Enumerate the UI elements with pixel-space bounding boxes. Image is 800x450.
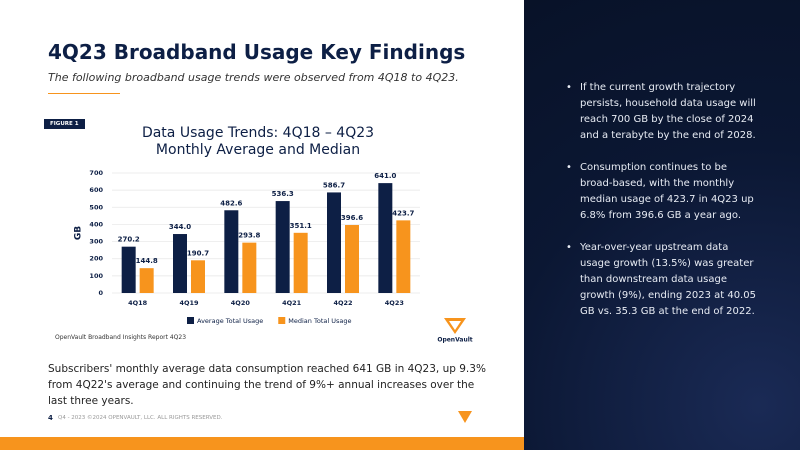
x-tick-label: 4Q22 xyxy=(333,299,352,307)
value-label: 482.6 xyxy=(220,199,242,207)
x-tick-label: 4Q21 xyxy=(282,299,302,307)
y-tick-label: 300 xyxy=(89,238,103,246)
bullet-dot: • xyxy=(566,242,572,253)
bullet-text: Consumption continues to be broad-based,… xyxy=(580,162,754,221)
right-panel xyxy=(524,0,800,450)
bar xyxy=(378,183,393,293)
y-tick-label: 500 xyxy=(89,203,103,211)
legend-swatch xyxy=(278,317,286,324)
bar xyxy=(224,210,239,293)
x-tick-label: 4Q23 xyxy=(385,299,404,307)
page-number: 4 xyxy=(48,414,53,422)
bar xyxy=(121,246,136,293)
bar xyxy=(396,220,411,293)
x-tick-label: 4Q19 xyxy=(179,299,199,307)
y-tick-label: 600 xyxy=(89,186,103,194)
figure-tag: FIGURE 1 xyxy=(44,119,85,129)
bar xyxy=(345,225,359,293)
bullet-text: If the current growth trajectory persist… xyxy=(580,82,756,141)
bar xyxy=(191,260,205,293)
legend-swatch xyxy=(187,317,194,324)
bullet: • Consumption continues to be broad-based… xyxy=(566,160,761,224)
bar xyxy=(293,232,308,293)
logo-icon-inner xyxy=(449,321,461,330)
value-label: 270.2 xyxy=(118,236,140,244)
legend-label: Median Total Usage xyxy=(288,317,351,325)
value-label: 536.3 xyxy=(272,190,294,198)
bullet: • Year-over-year upstream data usage grow… xyxy=(566,240,761,320)
chart-subtitle: Monthly Average and Median xyxy=(156,142,360,158)
bullet-dot: • xyxy=(566,162,572,173)
bar xyxy=(275,201,290,293)
x-tick-label: 4Q18 xyxy=(128,299,148,307)
logo-text: OpenVault xyxy=(437,337,472,344)
accent-line xyxy=(48,93,120,94)
source: OpenVault Broadband Insights Report 4Q23 xyxy=(55,334,187,341)
bar xyxy=(327,192,341,293)
y-tick-label: 100 xyxy=(89,272,103,280)
bar xyxy=(139,268,154,293)
logo: OpenVault xyxy=(437,318,473,344)
value-label: 344.0 xyxy=(169,223,191,231)
bar xyxy=(173,234,187,293)
value-label: 423.7 xyxy=(392,209,414,217)
summary: Subscribers' monthly average data consum… xyxy=(48,363,486,407)
slide-title: 4Q23 Broadband Usage Key Findings xyxy=(48,40,466,64)
bar xyxy=(242,242,257,293)
y-tick-label: 0 xyxy=(98,289,103,297)
value-label: 351.1 xyxy=(290,222,312,230)
value-label: 396.6 xyxy=(341,214,363,222)
bullet-text: Year-over-year upstream data usage growt… xyxy=(580,242,756,317)
value-label: 190.7 xyxy=(187,249,209,257)
x-tick-label: 4Q20 xyxy=(231,299,251,307)
footer-logo xyxy=(458,411,472,423)
value-label: 144.8 xyxy=(136,257,158,265)
y-axis-label: GB xyxy=(74,226,84,240)
footer: Q4 - 2023 ©2024 OPENVAULT, LLC. ALL RIGH… xyxy=(58,415,223,421)
chart: Data Usage Trends: 4Q18 – 4Q23 Monthly A… xyxy=(74,125,473,423)
y-tick-label: 400 xyxy=(89,220,103,228)
legend-label: Average Total Usage xyxy=(197,317,263,325)
bullet-dot: • xyxy=(566,82,572,93)
value-label: 586.7 xyxy=(323,181,345,189)
value-label: 293.8 xyxy=(238,232,260,240)
bottom-bar xyxy=(0,437,524,450)
bullet-list: • If the current growth trajectory persis… xyxy=(566,80,761,336)
slide-subtitle: The following broadband usage trends wer… xyxy=(48,71,459,84)
y-tick-label: 700 xyxy=(89,169,103,177)
chart-title: Data Usage Trends: 4Q18 – 4Q23 xyxy=(142,125,374,141)
y-tick-label: 200 xyxy=(89,255,103,263)
value-label: 641.0 xyxy=(374,172,396,180)
bullet: • If the current growth trajectory persis… xyxy=(566,80,761,144)
